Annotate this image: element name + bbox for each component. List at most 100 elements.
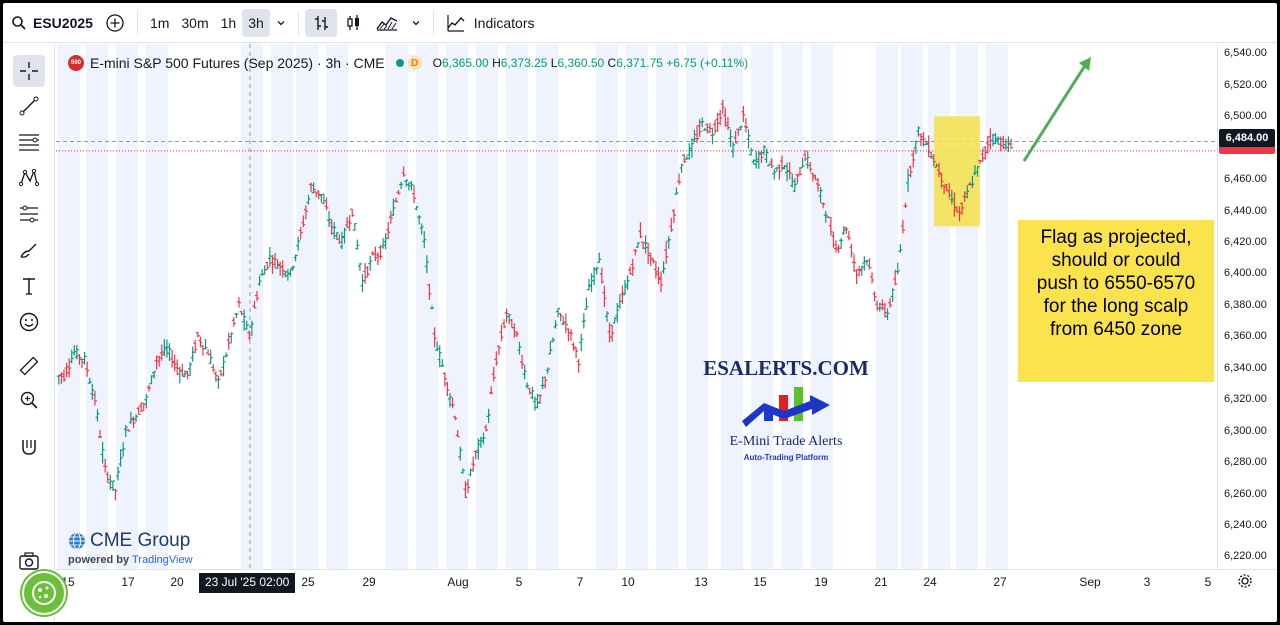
session-band	[116, 44, 138, 569]
ohlc-bar	[702, 128, 707, 131]
fib-tool[interactable]	[13, 126, 45, 158]
tradingview-link[interactable]: TradingView	[131, 554, 193, 566]
ohlc-bar	[499, 324, 504, 342]
interval-30m[interactable]: 30m	[181, 14, 209, 31]
brand-title: ESALERTS.COM	[703, 356, 869, 380]
ohlc-bar	[803, 150, 808, 162]
time-axis[interactable]: 23 Jul '25 02:00 15 17 20 25 29 Aug 5 7 10 13 15 19…	[56, 569, 1277, 593]
emoji-tool[interactable]	[13, 306, 45, 338]
ohlc-bar	[532, 396, 537, 411]
ohlc-bar	[427, 283, 432, 300]
interval-dropdown[interactable]	[270, 9, 292, 37]
smiley-icon	[19, 312, 39, 332]
ohlc-bar	[911, 149, 916, 168]
ohlc-bar	[553, 320, 558, 329]
interval-1m[interactable]: 1m	[149, 14, 170, 31]
ohlc-bar	[514, 331, 519, 337]
magnet-icon	[22, 440, 36, 455]
ohlc-bar	[759, 150, 764, 163]
ohlc-bar	[929, 151, 934, 159]
ohlc-bar	[772, 169, 777, 180]
screenshot-button[interactable]	[13, 545, 45, 577]
ohlc-bar	[864, 259, 869, 266]
ohlc-bar	[411, 185, 416, 204]
ohlc-bar	[942, 184, 947, 195]
candles-chart-type-button[interactable]	[337, 9, 369, 37]
ohlc-bar	[841, 226, 846, 236]
zoom-tool[interactable]	[13, 384, 45, 416]
prediction-tool[interactable]	[13, 198, 45, 230]
ohlc-bar	[924, 140, 929, 146]
ohlc-bar	[687, 143, 692, 160]
area-chart-type-button[interactable]	[369, 9, 405, 37]
measure-tool[interactable]	[13, 350, 45, 382]
cme-group-label: CME Group	[68, 530, 193, 552]
ohlc-bar	[152, 371, 157, 379]
chart-pane[interactable]: 500 E-mini S&P 500 Futures (Sep 2025) · …	[56, 44, 1217, 569]
crosshair-tool[interactable]	[13, 55, 45, 87]
market-status[interactable]: D	[390, 54, 427, 72]
indicators-icon	[447, 14, 465, 32]
time-tick: 27	[993, 575, 1007, 589]
annotation-note[interactable]: Flag as projected, should or could push …	[1018, 220, 1214, 382]
time-tick: 15	[753, 575, 767, 589]
ohlc-bar	[741, 105, 746, 122]
ohlc-bar	[957, 206, 962, 222]
brand-chart-logo-icon	[742, 387, 830, 427]
annotation-line: for the long scalp	[1043, 296, 1189, 317]
ohlc-bar	[177, 366, 182, 384]
brush-tool[interactable]	[13, 234, 45, 266]
ohlc-bar	[548, 341, 553, 355]
ohlc-bar	[370, 251, 375, 256]
trendline-tool[interactable]	[13, 90, 45, 122]
ohlc-bar	[715, 112, 720, 132]
ohlc-bar	[224, 352, 229, 358]
bar-chart-type-button[interactable]	[304, 8, 337, 37]
axis-settings-button[interactable]	[1237, 573, 1253, 592]
ohlc-bar	[808, 161, 813, 173]
ruler-icon	[19, 356, 39, 376]
symbol-search-button[interactable]: ESU2025	[3, 9, 99, 37]
cookie-settings-button[interactable]	[22, 571, 66, 615]
indicators-button[interactable]: Indicators	[440, 9, 541, 37]
magnet-tool[interactable]	[13, 431, 45, 463]
ohlc-bar	[357, 263, 362, 271]
price-axis[interactable]: 6,540.006,520.006,500.006,480.006,460.00…	[1217, 44, 1277, 569]
ohlc-bar	[265, 261, 270, 271]
interval-1h[interactable]: 1h	[220, 14, 237, 31]
ohlc-bar	[92, 390, 97, 406]
ohlc-bar	[684, 155, 689, 160]
ohlc-bar	[236, 296, 241, 308]
ohlc-bar	[110, 480, 115, 491]
cme-name: CME Group	[90, 530, 191, 551]
ohlc-bar	[677, 173, 682, 185]
ohlc-bar	[857, 266, 862, 277]
text-tool[interactable]	[13, 270, 45, 302]
ohlc-bar	[118, 449, 123, 467]
session-band	[446, 44, 468, 569]
ohlc-bar	[170, 349, 175, 368]
ohlc-bar	[149, 375, 154, 385]
pattern-tool[interactable]	[13, 162, 45, 194]
interval-3h[interactable]: 3h	[242, 8, 270, 37]
ohlc-bar	[283, 270, 288, 278]
ohlc-bar	[813, 174, 818, 181]
session-band	[901, 44, 923, 569]
ohlc-bar	[273, 253, 278, 268]
ohlc-bar	[664, 241, 669, 264]
chart-type-dropdown[interactable]	[405, 9, 427, 37]
open-label: O	[432, 56, 442, 70]
compare-symbol-button[interactable]	[99, 9, 131, 37]
ohlc-bar	[478, 436, 483, 448]
price-tick: 6,260.00	[1224, 487, 1267, 500]
ohlc-bar	[965, 185, 970, 199]
ohlc-bar	[870, 272, 875, 284]
ohlc-bar	[87, 377, 92, 384]
ohlc-bar	[834, 240, 839, 253]
ohlc-bar	[80, 358, 85, 369]
time-tick: 5	[515, 575, 523, 589]
ohlc-bar	[602, 285, 607, 307]
ohlc-bar	[643, 235, 648, 254]
ohlc-bar	[949, 189, 954, 205]
legend-title[interactable]: E-mini S&P 500 Futures (Sep 2025) · 3h ·…	[90, 55, 385, 71]
